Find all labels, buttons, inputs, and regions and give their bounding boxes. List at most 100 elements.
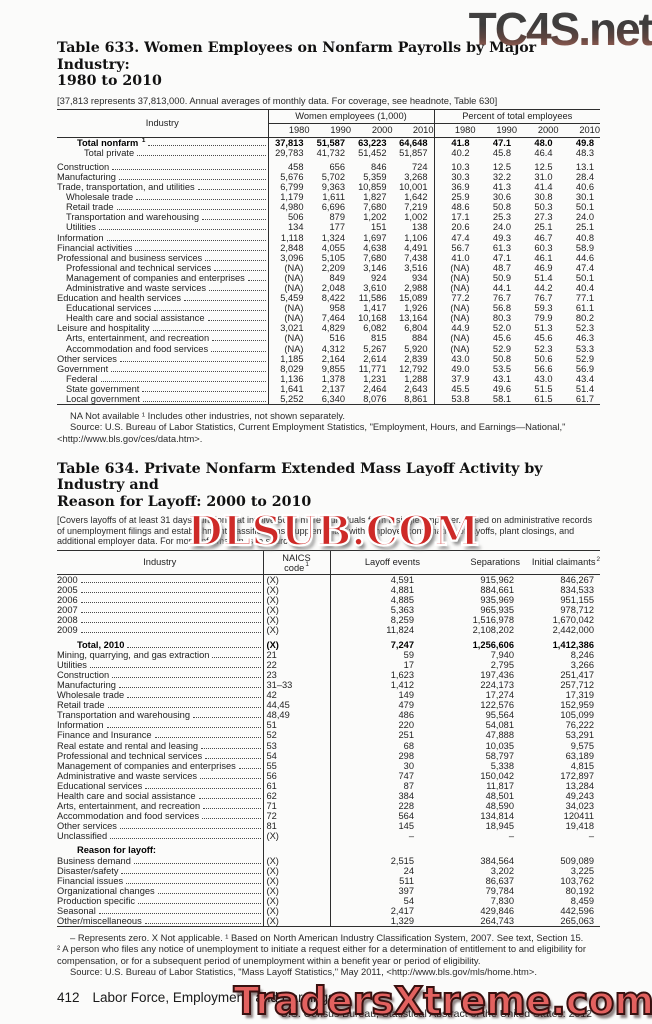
leader-dots bbox=[80, 602, 261, 604]
naics-code-cell: (X) bbox=[263, 585, 331, 596]
table-row: Accommodation and food services 72 564 134,… bbox=[57, 811, 600, 822]
table-row: Mining, quarrying, and gas extraction 21 5… bbox=[57, 649, 600, 660]
year-header: 2010 bbox=[558, 123, 601, 138]
industry-label-wrap: Mining, quarrying, and gas extraction bbox=[57, 650, 262, 660]
value-cell: 68 bbox=[403, 740, 414, 751]
industry-label: Organizational changes bbox=[57, 885, 155, 896]
industry-label: Accommodation and food services bbox=[66, 343, 209, 354]
value-cell: 1,106 bbox=[392, 232, 435, 243]
value-cell: 46.9 bbox=[534, 262, 553, 273]
value-cell: 53,291 bbox=[565, 730, 594, 741]
table-row: Administrative and waste services (NA) 2,0… bbox=[57, 283, 600, 294]
industry-label: Administrative and waste services bbox=[57, 770, 198, 781]
value-cell: 10,001 bbox=[392, 182, 435, 193]
value-cell: 9,855 bbox=[321, 363, 345, 374]
table-row: Professional and technical services (NA) 2… bbox=[57, 262, 600, 273]
value-cell: 951,155 bbox=[560, 595, 594, 606]
industry-label: Retail trade bbox=[66, 202, 114, 213]
industry-cell: Educational services bbox=[57, 780, 264, 791]
value-cell: (NA) bbox=[284, 272, 304, 283]
leader-dots bbox=[116, 209, 266, 211]
industry-column-header: Industry bbox=[57, 550, 264, 576]
value-cell: 51,857 bbox=[392, 147, 435, 158]
value-cell: 18,945 bbox=[485, 821, 514, 832]
value-cell: 1,670,042 bbox=[552, 615, 594, 626]
leader-dots bbox=[214, 269, 266, 271]
value-cell: 36.9 bbox=[451, 182, 470, 193]
value-cell: 41.3 bbox=[492, 182, 512, 193]
table-row: Total nonfarm 1 37,813 51,587 63,223 64,648 4… bbox=[57, 137, 600, 148]
value-cell: 151 bbox=[370, 222, 387, 233]
value-cell: 564 bbox=[398, 811, 414, 822]
naics-code-cell: 22 bbox=[263, 659, 331, 670]
industry-label: Other services bbox=[57, 353, 117, 364]
leader-dots bbox=[145, 787, 261, 789]
value-cell: 7,464 bbox=[321, 313, 345, 324]
value-cell: 7,247 bbox=[390, 639, 414, 650]
industry-label-wrap: 2007 bbox=[57, 605, 262, 615]
naics-code-cell: (X) bbox=[263, 615, 331, 626]
leader-dots bbox=[106, 239, 266, 241]
table-row: Production specific (X) 54 7,830 8,459 bbox=[57, 895, 600, 907]
industry-label-wrap: Other services bbox=[57, 353, 267, 364]
percent-group-header: Percent of total employees bbox=[434, 109, 601, 124]
value-cell: 965,935 bbox=[480, 605, 514, 616]
leader-dots bbox=[152, 330, 266, 332]
value-cell: 6,340 bbox=[321, 394, 345, 405]
industry-label: Management of companies and enterprises bbox=[66, 272, 245, 283]
industry-cell: Financial activities bbox=[57, 242, 269, 253]
value-cell: 152,959 bbox=[560, 700, 594, 711]
industry-label: Educational services bbox=[57, 780, 143, 791]
value-cell: 1,329 bbox=[390, 916, 414, 927]
value-cell: 298 bbox=[398, 750, 414, 761]
source-note: Source: U.S. Bureau of Labor Statistics,… bbox=[70, 965, 537, 977]
value-cell: 63,189 bbox=[565, 750, 594, 761]
industry-label: Professional and business services bbox=[57, 252, 203, 263]
footer-section-title: Labor Force, Employment, and Earnings bbox=[92, 990, 335, 1006]
value-cell: 884,661 bbox=[480, 585, 514, 596]
industry-label-wrap: Information bbox=[57, 233, 267, 243]
leader-dots bbox=[154, 737, 261, 739]
value-cell: 5,676 bbox=[280, 171, 304, 182]
value-cell: 24.0 bbox=[492, 222, 512, 233]
value-cell: 8,076 bbox=[363, 394, 387, 405]
industry-label: 2000 bbox=[57, 575, 78, 586]
table-row: Manufacturing 31–33 1,412 224,173 257,712 bbox=[57, 679, 600, 691]
industry-cell: Other/miscellaneous bbox=[57, 916, 264, 927]
table-633-headnote: [37,813 represents 37,813,000. Annual av… bbox=[57, 94, 498, 106]
table-row: 2007 (X) 5,363 965,935 978,712 bbox=[57, 605, 600, 616]
industry-cell: Transportation and warehousing bbox=[57, 710, 264, 721]
industry-cell: 2007 bbox=[57, 605, 264, 616]
value-cell: 11,586 bbox=[358, 293, 387, 304]
industry-cell: Utilities bbox=[57, 659, 264, 670]
industry-label-wrap: Local government bbox=[57, 394, 267, 404]
industry-cell: Arts, entertainment, and recreation bbox=[57, 801, 264, 812]
industry-label: Business demand bbox=[57, 855, 131, 866]
value-cell: 11,824 bbox=[386, 625, 414, 636]
industry-cell: Other services bbox=[57, 821, 264, 832]
leader-dots bbox=[119, 828, 261, 830]
value-cell: 13,164 bbox=[392, 313, 435, 324]
industry-cell: 2008 bbox=[57, 615, 264, 626]
value-cell: 220 bbox=[398, 720, 414, 731]
value-cell: 145 bbox=[398, 821, 414, 832]
value-cell: 1,324 bbox=[321, 232, 345, 243]
table-row: Construction 458 656 846 724 10.3 12.5 12.5 13.1 bbox=[57, 157, 600, 172]
industry-label-wrap: Government bbox=[57, 364, 267, 374]
naics-code-cell: 23 bbox=[263, 669, 331, 680]
value-cell: 48,590 bbox=[485, 801, 514, 812]
table-633-body: Total nonfarm 1 37,813 51,587 63,223 64,648 4… bbox=[57, 137, 600, 405]
value-cell: 509,089 bbox=[560, 855, 594, 866]
value-cell: 511 bbox=[399, 875, 414, 886]
page-footer: 412 Labor Force, Employment, and Earnings… bbox=[57, 990, 600, 1020]
value-cell: (NA) bbox=[284, 303, 304, 314]
industry-label: Health care and social assistance bbox=[57, 790, 196, 801]
value-cell: 506 bbox=[287, 212, 304, 223]
value-cell: 25.3 bbox=[492, 212, 512, 223]
table-row: Arts, entertainment, and recreation (NA) 5… bbox=[57, 333, 600, 344]
value-cell: 257,712 bbox=[560, 679, 594, 690]
value-cell: 1,412,386 bbox=[552, 639, 594, 650]
industry-cell: 2000 bbox=[57, 574, 264, 586]
value-cell: 915,962 bbox=[480, 575, 514, 586]
